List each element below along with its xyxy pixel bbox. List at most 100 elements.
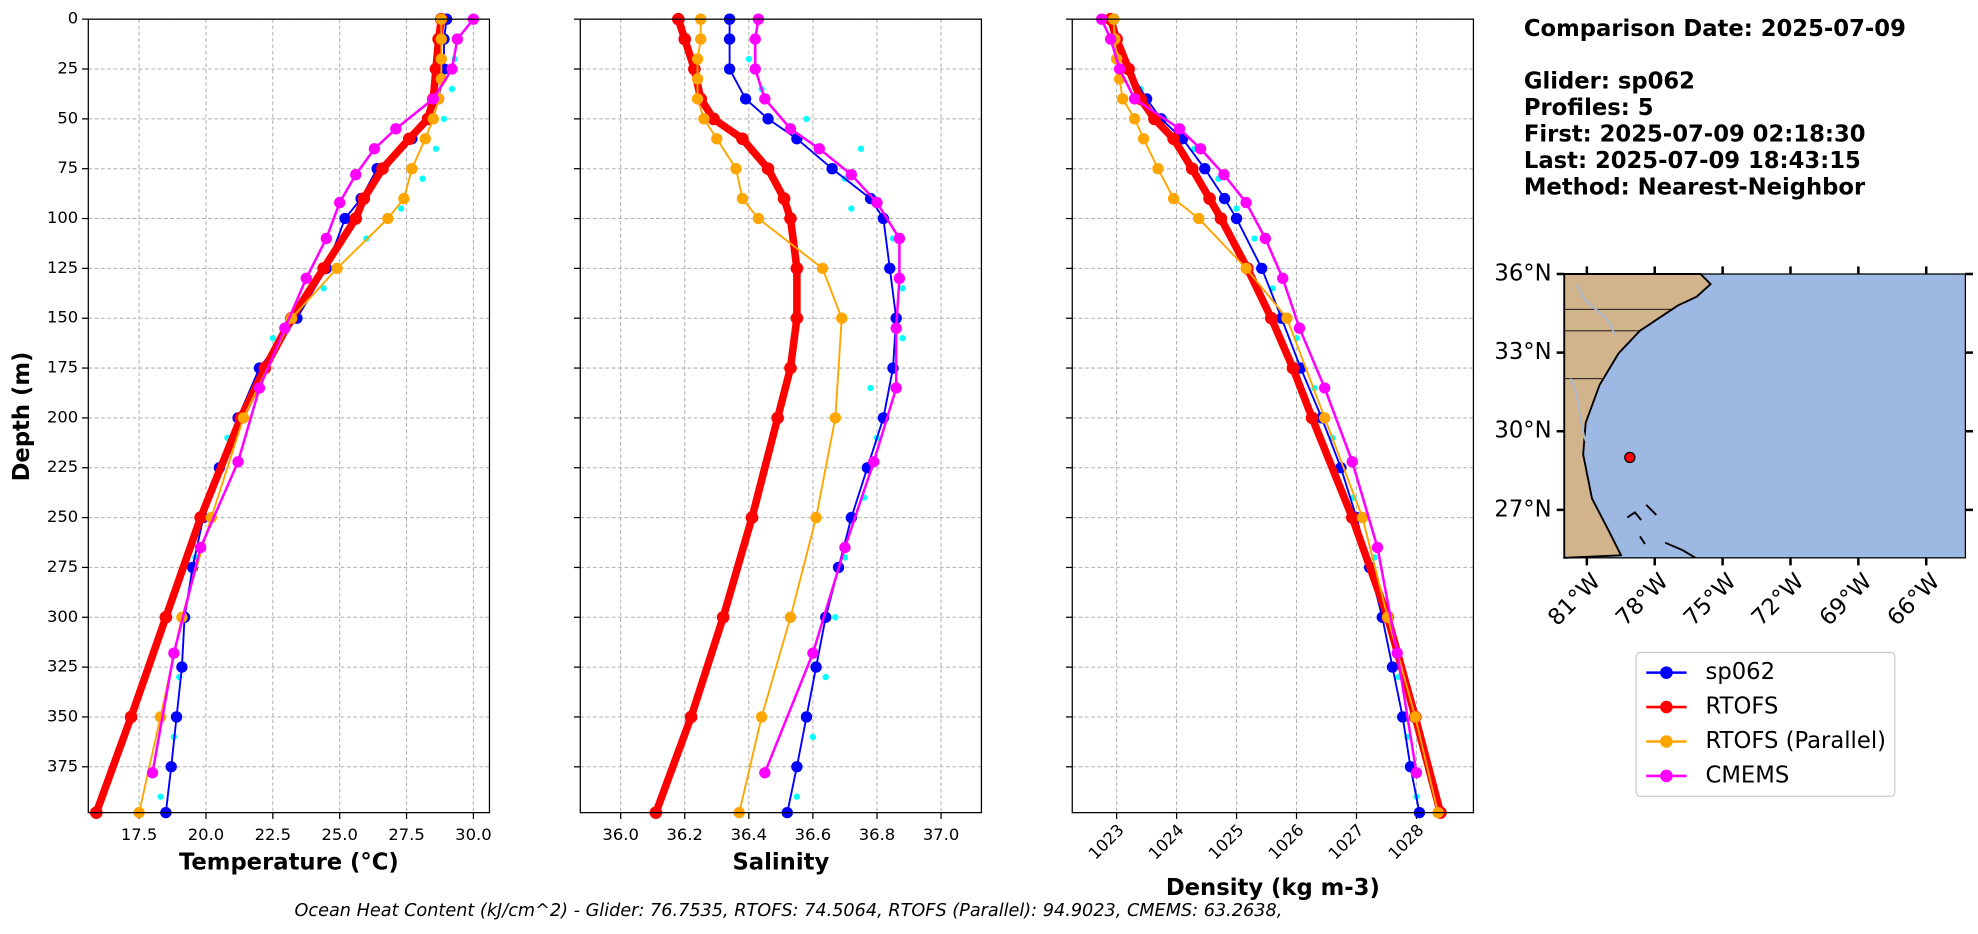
y-tick-label: 36°N xyxy=(1494,260,1551,286)
ticks: 0 25 50 75 100 125 150 175 200 225 250 275 300 325 350… xyxy=(47,9,492,844)
profile-point xyxy=(398,192,410,205)
x-tick-label: 1023 xyxy=(1085,820,1128,863)
profile-point xyxy=(419,175,426,182)
x-tick-label: 36.4 xyxy=(731,825,767,844)
y-tick-label: 200 xyxy=(47,407,78,426)
x-axis-label: Salinity xyxy=(732,850,829,876)
profile-point xyxy=(1167,192,1180,205)
profile-point xyxy=(723,63,736,75)
profile-point xyxy=(1193,212,1205,225)
profile-point xyxy=(237,412,250,424)
profile-point xyxy=(157,793,164,800)
profile-point xyxy=(739,93,752,105)
x-tick-label: 81°W xyxy=(1543,568,1606,631)
y-tick-label: 27°N xyxy=(1494,496,1551,522)
profile-point xyxy=(1251,235,1258,242)
profile-point xyxy=(813,143,825,155)
profile-point xyxy=(1185,162,1199,176)
series xyxy=(691,13,848,819)
profile-point xyxy=(749,33,761,45)
profile-point xyxy=(745,55,752,63)
profile-point xyxy=(1240,196,1252,209)
profile-point xyxy=(1319,382,1331,394)
profile-point xyxy=(440,115,448,123)
y-tick-label: 175 xyxy=(47,358,78,377)
profile-point xyxy=(730,163,742,175)
plot-frame xyxy=(87,18,491,814)
series xyxy=(1119,55,1420,800)
profile-point xyxy=(1167,132,1180,146)
x-tick-label: 30.0 xyxy=(455,825,491,844)
profile-point xyxy=(1128,93,1141,105)
header-line: First: 2025-07-09 02:18:30 xyxy=(1524,122,1866,148)
legend-label: RTOFS xyxy=(1706,694,1779,720)
profile-point xyxy=(691,93,704,105)
x-tick-label: 66°W xyxy=(1882,568,1945,631)
profile-point xyxy=(736,132,749,146)
profile-point xyxy=(899,335,906,342)
legend-marker xyxy=(1660,735,1673,748)
profile-line xyxy=(138,19,443,813)
profile-point xyxy=(684,710,698,724)
x-tick-label: 1024 xyxy=(1145,820,1188,863)
profile-point xyxy=(432,145,440,152)
profile-point xyxy=(382,212,394,225)
profile-point xyxy=(124,710,138,724)
x-tick-label: 1026 xyxy=(1265,820,1308,863)
profile-point xyxy=(435,33,447,45)
islands xyxy=(1626,504,1696,559)
profile-point xyxy=(1345,511,1359,524)
x-tick-label: 36.8 xyxy=(859,825,895,844)
profile-point xyxy=(784,212,797,225)
profile-point xyxy=(848,205,855,212)
series xyxy=(749,13,906,779)
profile-point xyxy=(698,113,710,125)
profile-point xyxy=(736,192,749,205)
profile-point xyxy=(1409,711,1421,723)
profile-point xyxy=(1256,262,1268,275)
legend-label: CMEMS xyxy=(1706,762,1790,788)
x-axis-label: Temperature (°C) xyxy=(179,850,399,876)
profile-line xyxy=(1100,18,1418,773)
profile-line xyxy=(92,18,446,814)
profile-point xyxy=(822,673,829,681)
profile-point xyxy=(1203,192,1216,205)
profile-point xyxy=(1152,163,1164,175)
profile-point xyxy=(829,412,842,424)
profile-point xyxy=(435,53,447,65)
profile-point xyxy=(1230,212,1243,225)
series xyxy=(1104,12,1447,819)
profile-point xyxy=(334,196,346,209)
profile-line xyxy=(151,18,475,773)
profile-point xyxy=(777,192,791,205)
profile-point xyxy=(691,53,704,65)
profile-point xyxy=(771,411,784,425)
profile-point xyxy=(839,541,851,554)
profile-point xyxy=(1218,192,1231,205)
profile-point xyxy=(803,115,810,123)
profile-point xyxy=(800,711,813,723)
profile-point xyxy=(1386,661,1399,673)
profile-point xyxy=(723,33,736,45)
x-tick-label: 25.0 xyxy=(321,825,357,844)
profile-point xyxy=(793,793,801,800)
header-line: Profiles: 5 xyxy=(1524,95,1654,121)
profile-line xyxy=(1112,19,1439,813)
profile-point xyxy=(759,767,771,779)
profile-point xyxy=(1173,123,1186,135)
profile-point xyxy=(448,85,456,93)
y-tick-label: 33°N xyxy=(1494,339,1551,365)
profile-point xyxy=(761,162,775,176)
x-tick-label: 1028 xyxy=(1385,820,1428,863)
y-tick-label: 30°N xyxy=(1494,418,1551,444)
y-tick-label: 350 xyxy=(47,706,78,725)
legend-marker xyxy=(1660,666,1673,679)
profile-point xyxy=(857,145,865,152)
profile-point xyxy=(419,133,431,145)
profile-point xyxy=(1277,272,1289,285)
profile-point xyxy=(711,133,723,145)
profile-point xyxy=(845,169,858,181)
y-tick-label: 75 xyxy=(57,158,78,177)
profile-point xyxy=(350,169,362,181)
profile-point xyxy=(716,610,730,624)
